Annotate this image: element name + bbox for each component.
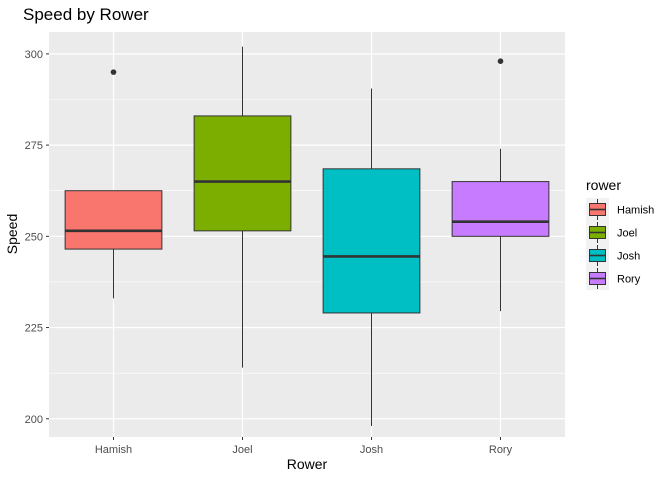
box-layer [64,46,550,427]
box-iqr [64,190,163,250]
legend-label: Josh [617,251,640,263]
chart-title: Speed by Rower [23,5,149,24]
x-tick-label: Joel [232,444,252,456]
legend-label: Rory [617,274,641,286]
y-tick-label: 225 [25,323,43,335]
x-axis: Hamish Joel Josh Rory [95,437,513,456]
box-iqr [451,181,550,237]
y-tick-label: 200 [25,414,43,426]
x-axis-title: Rower [287,456,328,472]
outlier-point [497,58,504,64]
legend-label: Joel [617,228,637,240]
legend-label: Hamish [617,205,654,217]
outlier-point [110,69,117,75]
y-axis-title: Speed [4,214,20,254]
y-tick-label: 300 [25,49,43,61]
box-joel [193,46,292,368]
box-josh [322,88,421,427]
legend-title: rower [586,177,621,193]
x-tick-label: Josh [360,444,383,456]
legend: rower Hamish Joel Josh Rory [586,177,654,290]
box-hamish [64,69,163,299]
legend-key-josh: Josh [586,244,640,267]
y-tick-label: 275 [25,140,43,152]
x-tick-label: Rory [489,444,513,456]
legend-key-rory: Rory [586,267,641,290]
box-rory [451,58,550,312]
box-iqr [322,168,421,314]
y-axis: 200 225 250 275 300 [25,49,49,426]
box-iqr [193,115,292,232]
y-tick-label: 250 [25,231,43,243]
legend-key-joel: Joel [586,221,637,244]
x-tick-label: Hamish [95,444,132,456]
legend-key-hamish: Hamish [586,198,654,221]
